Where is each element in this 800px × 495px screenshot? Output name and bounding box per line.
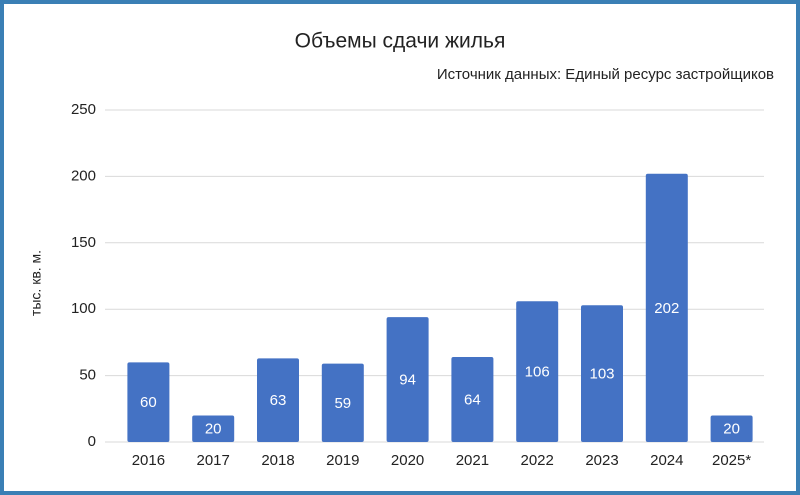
- value-label: 106: [525, 364, 550, 381]
- value-label: 103: [589, 366, 614, 383]
- y-tick-label: 50: [79, 367, 96, 384]
- value-label: 59: [334, 395, 351, 412]
- value-label: 60: [140, 394, 157, 411]
- y-tick-label: 200: [71, 167, 96, 184]
- bar: [645, 173, 688, 442]
- value-label: 63: [270, 392, 287, 409]
- bar: [127, 362, 170, 442]
- bar: [581, 305, 623, 442]
- x-tick-label: 2022: [521, 452, 554, 469]
- chart: Объемы сдачи жилья Источник данных: Един…: [28, 30, 774, 469]
- bar: [257, 358, 299, 442]
- x-tick-label: 2024: [650, 452, 683, 469]
- x-tick-label: 2020: [391, 452, 424, 469]
- value-label: 20: [205, 421, 222, 438]
- y-tick-label: 0: [88, 433, 96, 450]
- y-tick-label: 150: [71, 234, 96, 251]
- bar: [192, 415, 235, 442]
- x-tick-label: 2016: [132, 452, 165, 469]
- bar: [710, 415, 753, 442]
- chart-title: Объемы сдачи жилья: [295, 30, 506, 53]
- y-tick-label: 250: [71, 101, 96, 118]
- bar: [451, 357, 494, 442]
- bar: [321, 363, 364, 442]
- x-tick-label: 2017: [197, 452, 230, 469]
- x-tick-label: 2018: [261, 452, 294, 469]
- x-tick-label: 2023: [585, 452, 618, 469]
- value-label: 94: [399, 372, 416, 389]
- value-label: 202: [654, 300, 679, 317]
- x-tick-label: 2019: [326, 452, 359, 469]
- y-axis-label: тыс. кв. м.: [28, 250, 44, 316]
- x-tick-label: 2025*: [712, 452, 751, 469]
- x-tick-label: 2021: [456, 452, 489, 469]
- chart-subtitle: Источник данных: Единый ресурс застройщи…: [437, 66, 774, 83]
- y-tick-label: 100: [71, 300, 96, 317]
- value-label: 20: [723, 421, 740, 438]
- value-label: 64: [464, 391, 481, 408]
- bar: [386, 317, 429, 442]
- bar: [516, 301, 559, 442]
